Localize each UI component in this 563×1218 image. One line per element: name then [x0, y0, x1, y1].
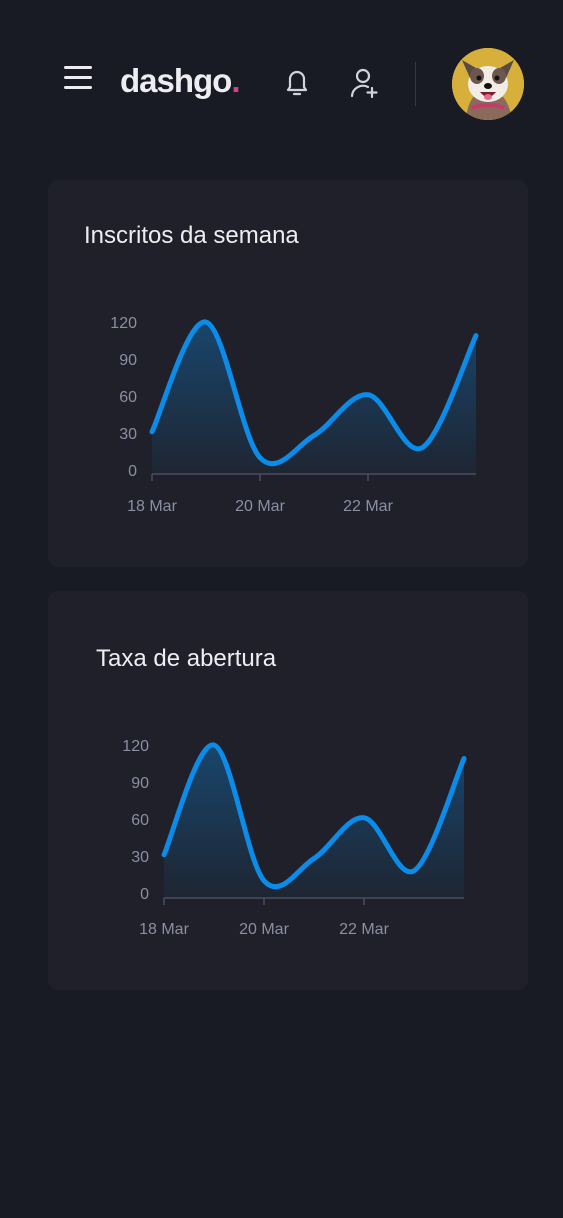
chart-card-inscritos: Inscritos da semana 0 30 60 90 120 18 Mar 20 M…: [48, 180, 528, 567]
x-tick-label: 18 Mar: [139, 921, 189, 938]
y-tick-label: 30: [131, 849, 149, 866]
card-title: Taxa de abertura: [96, 645, 277, 672]
logo: dashgo.: [120, 62, 241, 100]
x-tick-label: 22 Mar: [343, 498, 393, 515]
logo-dot: .: [231, 62, 240, 99]
avatar[interactable]: [452, 48, 524, 120]
x-tick-label: 18 Mar: [127, 498, 177, 515]
y-tick-label: 60: [131, 812, 149, 829]
series-area: [152, 321, 476, 474]
logo-text: dashgo: [120, 62, 232, 99]
y-tick-label: 0: [128, 463, 137, 480]
user-plus-icon[interactable]: [349, 66, 379, 100]
hamburger-menu-icon[interactable]: [62, 64, 94, 92]
header: dashgo.: [0, 0, 563, 160]
series-area: [164, 744, 464, 898]
y-tick-label: 120: [110, 315, 137, 332]
x-tick-label: 20 Mar: [235, 498, 285, 515]
open-rate-chart: 0 30 60 90 120 18 Mar 20 Mar 22 Mar: [122, 738, 467, 938]
y-tick-label: 0: [140, 886, 149, 903]
y-tick-label: 120: [122, 738, 149, 755]
card-title: Inscritos da semana: [84, 222, 299, 249]
y-tick-label: 90: [131, 775, 149, 792]
x-tick-label: 20 Mar: [239, 921, 289, 938]
y-tick-label: 90: [119, 352, 137, 369]
chart-card-abertura: Taxa de abertura 0 30 60 90 120 18 Mar 20 Mar 2…: [48, 591, 528, 990]
x-tick-label: 22 Mar: [339, 921, 389, 938]
y-tick-label: 60: [119, 389, 137, 406]
series-line: [149, 319, 479, 467]
header-divider: [415, 62, 416, 106]
y-tick-label: 30: [119, 426, 137, 443]
series-line: [161, 742, 467, 890]
bell-icon[interactable]: [282, 66, 312, 100]
subscribers-chart: 0 30 60 90 120 18 Mar 20 Mar 22 Mar: [110, 315, 479, 515]
